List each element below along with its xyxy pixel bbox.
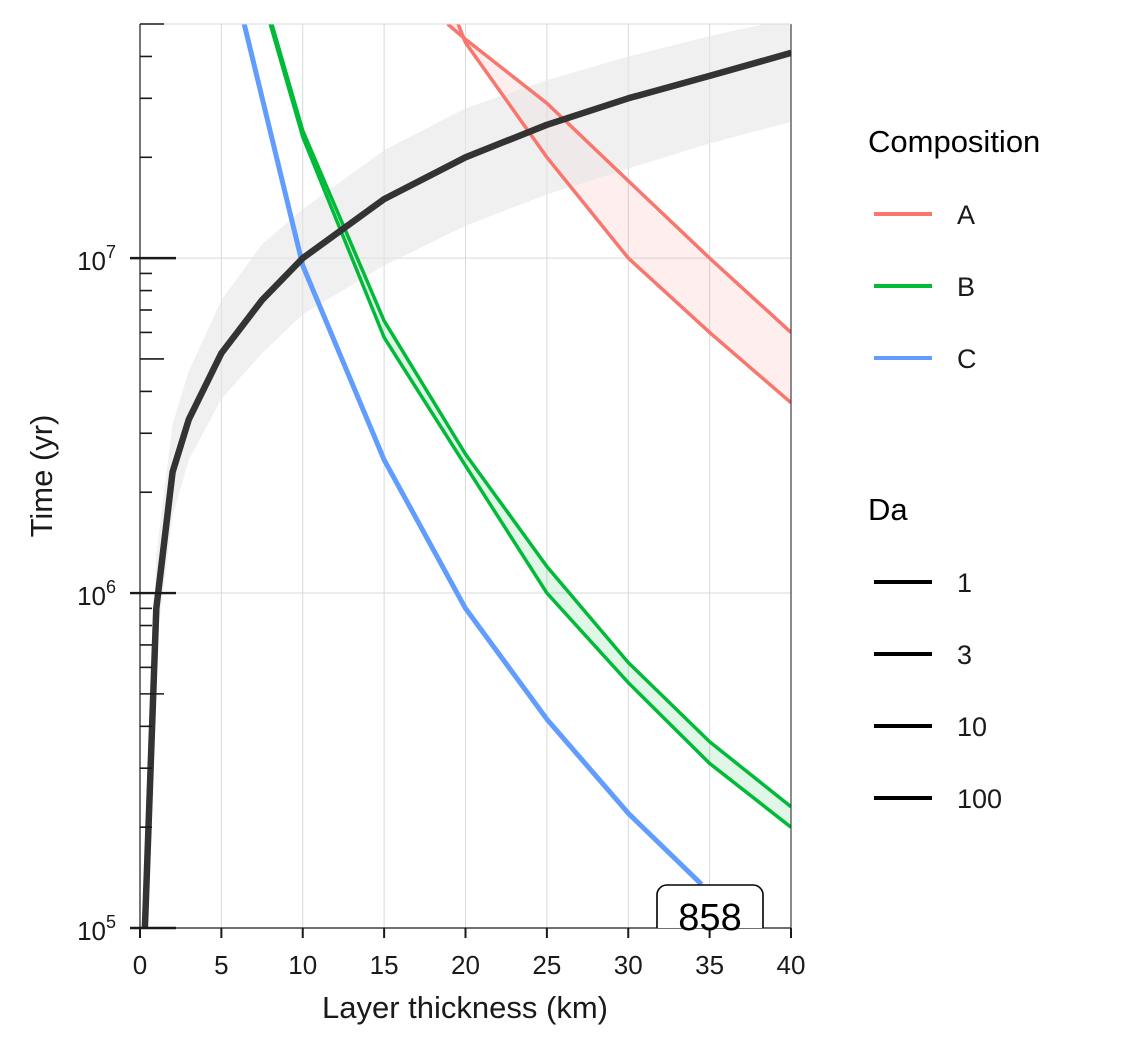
legend: Composition A B C Da 1 3 10 100 [868,124,1040,814]
x-tick-label: 5 [214,950,228,980]
y-tick-label: 105 [77,912,116,946]
legend-label: 3 [957,640,972,670]
x-tick-label: 40 [777,950,806,980]
legend-label: C [957,344,977,374]
x-axis-title: Layer thickness (km) [322,990,608,1025]
uncertainty-bands [144,24,791,928]
x-tick-label: 30 [614,950,643,980]
legend-label: A [957,200,975,230]
series-lines [141,24,791,928]
line-B-upper [270,24,791,809]
annotation-label: 858 [678,897,741,939]
legend-label: 10 [957,712,987,742]
x-tick-label: 25 [532,950,561,980]
line-reference [141,49,791,928]
annotation-badge: 858 [656,884,764,939]
x-tick-label: 0 [133,950,147,980]
band-reference [144,24,791,928]
legend-title: Composition [868,124,1040,159]
y-tick-label: 106 [77,577,116,611]
x-tick-label: 20 [451,950,480,980]
legend-label: 100 [957,784,1002,814]
line-A-lower [456,24,791,405]
y-axis-title: Time (yr) [24,415,59,538]
axes: 0 5 10 15 20 25 30 35 40 105 106 107 [77,23,806,980]
line-C [241,24,704,887]
x-tick-label: 15 [370,950,399,980]
x-tick-label: 10 [288,950,317,980]
x-tick-label: 35 [695,950,724,980]
legend-label: 1 [957,568,972,598]
legend-label: B [957,272,975,302]
line-B-lower [268,24,791,829]
y-tick-label: 107 [77,242,116,276]
legend-title: Da [868,492,908,527]
